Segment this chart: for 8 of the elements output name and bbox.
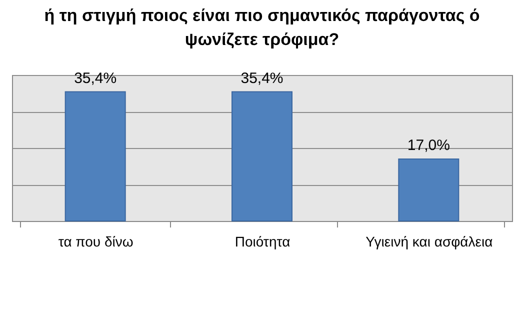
data-label: 35,4%	[240, 70, 284, 87]
data-label: 35,4%	[74, 70, 117, 87]
data-label: 17,0%	[407, 136, 450, 154]
text: ψωνίζετε τρόφιμα?	[184, 30, 340, 49]
text: ή τη στιγμή ποιος είναι πιο σημαντικός παράγοντας ό	[44, 6, 480, 25]
x-tick-label: τα που δίνω	[58, 234, 134, 250]
x-tick-label: Ποιότητα	[234, 234, 290, 250]
x-tick-label: Υγιεινή και ασφάλεια	[366, 234, 493, 250]
